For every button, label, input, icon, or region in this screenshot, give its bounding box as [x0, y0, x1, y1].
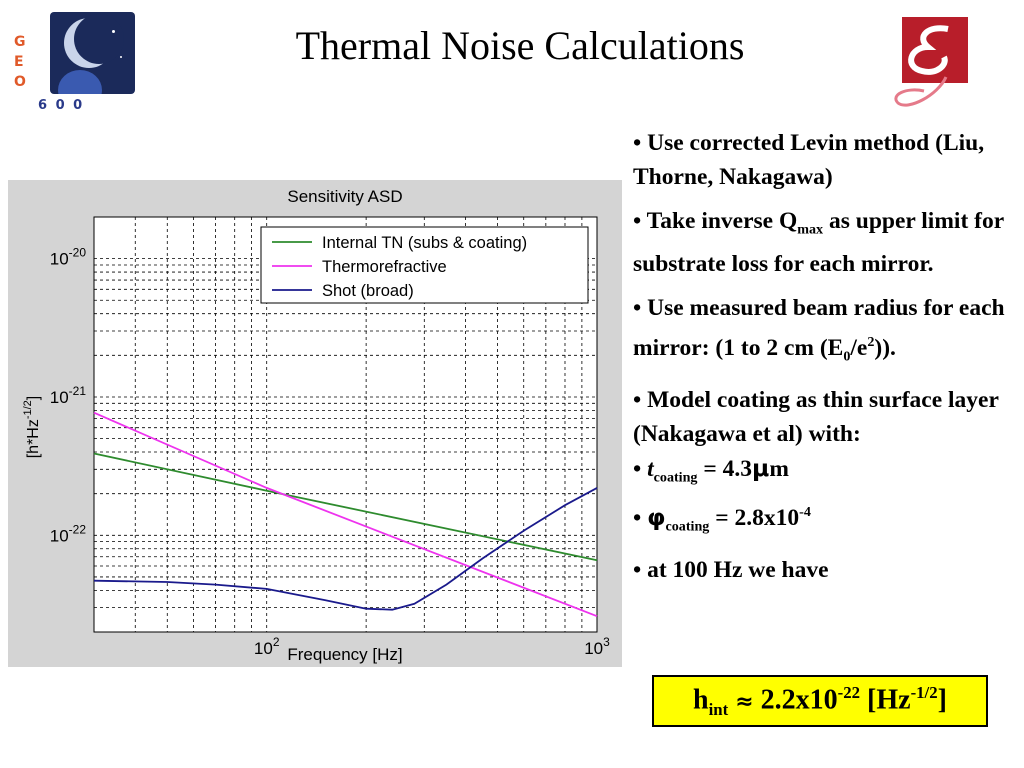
chart-legend: Internal TN (subs & coating) Thermorefrac…: [260, 226, 589, 304]
chart-ticks: 102 103 10-20 10-21 10-22: [50, 246, 610, 658]
phi-symbol: φ: [647, 502, 666, 531]
institute-logo: [888, 15, 978, 120]
bullet-list: • Use corrected Levin method (Liu, Thorn…: [633, 126, 1018, 597]
series-line-1: [93, 411, 598, 618]
result-highlight-box: hint ≈ 2.2x10-22 [Hz-1/2]: [652, 675, 988, 727]
bullet-beam-radius: • Use measured beam radius for each mirr…: [633, 294, 1005, 365]
sensitivity-chart: 102 103 10-20 10-21 10-22 Sensitivity ASD Fr…: [8, 180, 622, 667]
bullet-coating-loss: • φcoating = 2.8x10-4: [633, 502, 811, 535]
bullet-at-100hz: • at 100 Hz we have: [633, 557, 829, 584]
chart-series: [93, 411, 598, 618]
y-tick-label-1: 10-21: [50, 384, 87, 407]
series-line-0: [93, 452, 598, 562]
series-line-2: [93, 487, 598, 611]
bullet-levin-method: • Use corrected Levin method (Liu, Thorn…: [633, 130, 985, 190]
y-tick-label-2: 10-22: [50, 522, 87, 545]
geo-letter-e: E: [14, 54, 24, 70]
geo-number: 6 0 0: [38, 98, 85, 113]
bullet-coating-thickness: • tcoating = 4.3μm: [633, 454, 789, 486]
slide-title: Thermal Noise Calculations: [295, 23, 745, 68]
legend-label-0: Internal TN (subs & coating): [322, 234, 527, 252]
geo600-logo: G E O 6 0 0: [10, 10, 140, 115]
chart-title: Sensitivity ASD: [287, 187, 402, 206]
institute-logo-graphic: [894, 17, 968, 107]
x-tick-label-0: 102: [254, 635, 280, 658]
legend-label-1: Thermorefractive: [322, 258, 447, 276]
approx-symbol: ≈: [735, 688, 754, 714]
legend-label-2: Shot (broad): [322, 282, 414, 300]
bullet-coating-model: • Model coating as thin surface layer (N…: [633, 387, 999, 448]
legend-box: [260, 226, 589, 304]
geo-letter-g: G: [14, 34, 26, 50]
bullet-inverse-q: • Take inverse Qmax as upper limit for s…: [633, 208, 1004, 277]
mu-symbol: μ: [752, 454, 770, 483]
geo-letter-o: O: [14, 74, 26, 90]
chart-svg: 102 103 10-20 10-21 10-22 Sensitivity ASD Fr…: [22, 187, 610, 664]
night-sky-image: [50, 12, 135, 94]
chart-ylabel: [h*Hz-1/2]: [22, 396, 42, 459]
chart-xlabel: Frequency [Hz]: [287, 645, 402, 664]
result-text: hint ≈ 2.2x10-22 [Hz-1/2]: [693, 682, 947, 719]
y-tick-label-0: 10-20: [50, 246, 87, 269]
x-tick-label-1: 103: [584, 635, 610, 658]
earth-shape: [58, 70, 102, 94]
